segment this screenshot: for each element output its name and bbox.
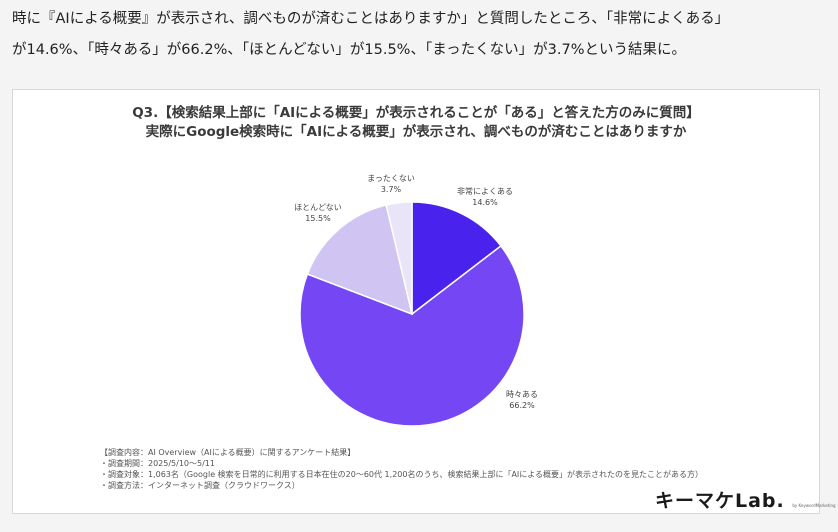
survey-note: ・調査方法：インターネット調査（クラウドワークス） [100, 481, 300, 490]
chart-title-block: Q3.【検索結果上部に「AIによる概要」が表示されることが「ある」と答えた方のみ… [13, 104, 819, 142]
pie-slice [411, 201, 502, 316]
survey-notes: 【調査内容：AI Overview（AIによる概要）に関するアンケート結果】 ・… [100, 447, 703, 491]
pie-slice [299, 244, 525, 427]
slice-label: 非常によくある [457, 186, 513, 196]
chart-subtitle: 実際にGoogle検索時に「AIによる概要」が表示され、調べものが済むことはあり… [145, 124, 687, 140]
intro-line-2: が14.6%、「時々ある」が66.2%、「ほとんどない」が15.5%、「まったく… [12, 42, 686, 58]
intro-line-1: 時に『AIによる概要』が表示され、調べものが済むことはありますか」と質問したとこ… [12, 11, 730, 27]
slice-label: ほとんどない [294, 203, 342, 212]
slice-label: まったくない [367, 174, 415, 183]
pie-slice [306, 204, 414, 316]
pie-chart: 非常によくある 14.6% 時々ある 66.2% ほとんどない 15.5% まったくない 3.… [294, 174, 538, 427]
survey-note: 【調査内容：AI Overview（AIによる概要）に関するアンケート結果】 [100, 448, 356, 457]
chart-title: Q3.【検索結果上部に「AIによる概要」が表示されることが「ある」と答えた方のみ… [132, 105, 700, 121]
slice-value-label: 66.2% [509, 401, 535, 410]
survey-note: ・調査対象：1,063名（Google 検索を日常的に利用する日本在住の20～6… [100, 470, 704, 479]
slice-value-label: 14.6% [472, 198, 498, 207]
slice-value-label: 3.7% [381, 185, 402, 194]
survey-note: ・調査期間：2025/5/10～5/11 [100, 459, 215, 468]
pie-slice [385, 201, 413, 315]
slice-label: 時々ある [506, 390, 538, 399]
intro-text: 時に『AIによる概要』が表示され、調べものが済むことはありますか」と質問したとこ… [12, 4, 832, 66]
brand-logo: キーマケLab. by KeywordMarketing [655, 486, 836, 513]
chart-card: Q3.【検索結果上部に「AIによる概要」が表示されることが「ある」と答えた方のみ… [12, 89, 836, 514]
slice-value-label: 15.5% [305, 214, 331, 223]
brand-logo-sub: by KeywordMarketing [792, 503, 836, 508]
brand-logo-text: キーマケLab. [655, 490, 785, 512]
